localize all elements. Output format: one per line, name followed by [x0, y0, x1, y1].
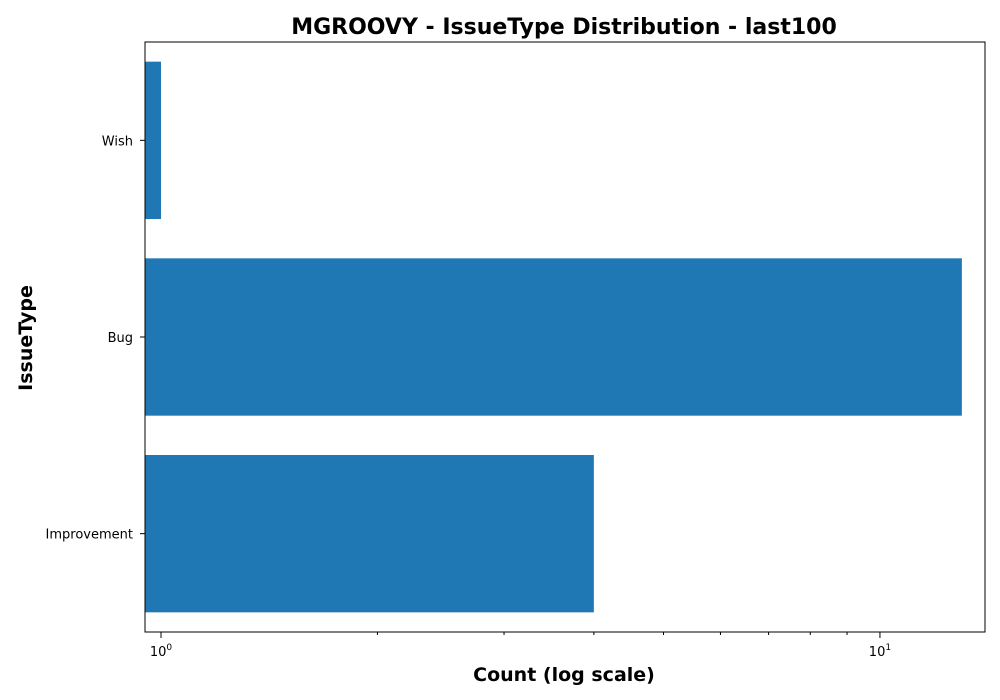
bar-bug [145, 258, 962, 416]
chart-title: MGROOVY - IssueType Distribution - last1… [291, 15, 837, 40]
y-tick-label-bug: Bug [108, 331, 133, 346]
x-tick-label-base: 10 [869, 645, 886, 660]
x-axis-label: Count (log scale) [473, 664, 655, 686]
y-tick-label-improvement: Improvement [46, 528, 133, 543]
y-tick-label-wish: Wish [102, 134, 133, 149]
bar-wish [145, 61, 162, 219]
bar-improvement [145, 455, 594, 613]
x-tick-label-base: 10 [150, 645, 167, 660]
plot-frame [144, 41, 986, 633]
x-tick-label: 101 [869, 643, 891, 660]
y-axis-label: IssueType [15, 285, 37, 391]
x-tick-label-exponent: 1 [885, 643, 891, 653]
x-tick-label-exponent: 0 [166, 643, 172, 653]
x-tick-label: 100 [150, 643, 173, 660]
